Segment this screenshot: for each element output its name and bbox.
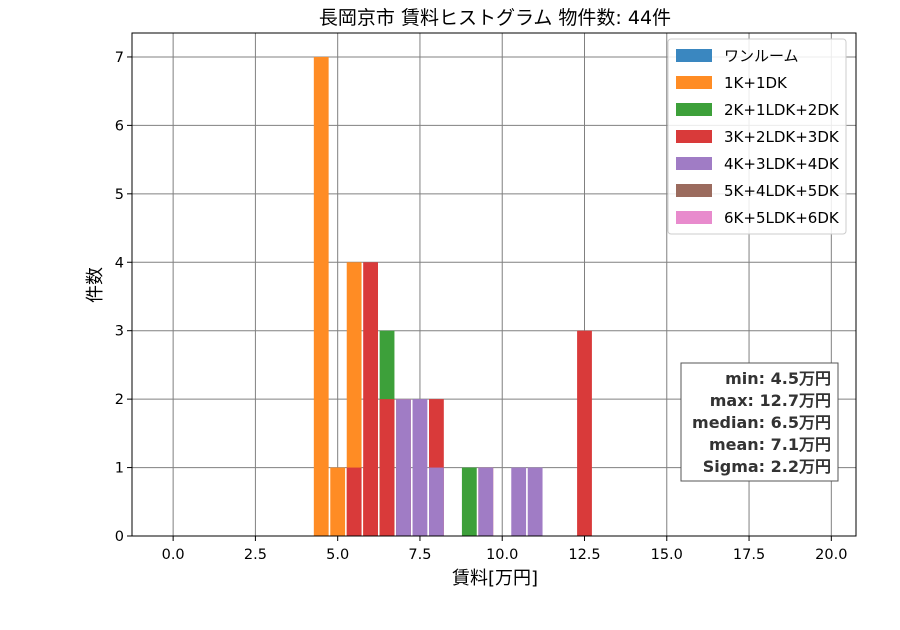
x-tick-label: 17.5 (733, 547, 765, 563)
histogram-bar (313, 56, 329, 536)
y-tick-label: 3 (115, 324, 124, 340)
x-tick-label: 20.0 (815, 547, 847, 563)
histogram-bar (412, 399, 428, 536)
y-tick-label: 0 (115, 529, 124, 545)
stats-line: median: 6.5万円 (692, 413, 831, 432)
legend-swatch (676, 76, 712, 89)
histogram-bar (478, 467, 494, 536)
plot-area: 0.0 2.5 5.0 7.5 10.0 12.5 15.0 17.5 20.0 0 1 2 3 4 5 6 7 (115, 32, 857, 563)
x-tick-label: 0.0 (162, 547, 185, 563)
stats-line: mean: 7.1万円 (709, 435, 831, 454)
x-axis-label: 賃料[万円] (452, 568, 538, 589)
y-axis-label: 件数 (85, 267, 106, 303)
legend-entry: 2K+1LDK+2DK (724, 101, 840, 119)
plot-frame (131, 32, 857, 537)
stats-frame (680, 362, 839, 482)
stats-box: min: 4.5万円 max: 12.7万円 median: 6.5万円 mean: … (680, 362, 839, 482)
y-tick-label: 1 (115, 461, 124, 477)
histogram-bar (396, 399, 411, 536)
x-tick-label: 5.0 (326, 547, 349, 563)
y-tick-label: 2 (115, 392, 124, 408)
legend-entry: ワンルーム (724, 47, 799, 65)
legend-swatch (676, 49, 712, 62)
histogram-bar (330, 467, 346, 536)
histogram-bar (527, 467, 543, 536)
chart-title: 長岡京市 賃料ヒストグラム 物件数: 44件 (319, 7, 671, 29)
y-tick-label: 5 (115, 187, 124, 203)
histogram-bar (461, 467, 477, 536)
x-tick-label: 15.0 (651, 547, 683, 563)
histogram-bar (379, 399, 395, 536)
stats-line: max: 12.7万円 (710, 391, 831, 410)
stats-line: Sigma: 2.2万円 (703, 457, 831, 476)
legend: ワンルーム 1K+1DK 2K+1LDK+2DK 3K+2LDK+3DK 4K+3LDK… (667, 38, 847, 235)
y-tick-label: 7 (115, 50, 124, 66)
histogram-bar (346, 467, 362, 536)
legend-entry: 6K+5LDK+6DK (724, 209, 840, 227)
legend-entry: 4K+3LDK+4DK (724, 155, 840, 173)
histogram-bar (511, 467, 527, 536)
legend-swatch (676, 103, 712, 116)
histogram-bar (577, 330, 592, 536)
histogram-bar (363, 262, 378, 536)
legend-swatch (676, 157, 712, 170)
legend-swatch (676, 130, 712, 143)
legend-frame (667, 38, 847, 235)
legend-swatch (676, 211, 712, 224)
legend-entry: 5K+4LDK+5DK (724, 182, 840, 200)
x-tick-label: 2.5 (244, 547, 267, 563)
stats-line: min: 4.5万円 (725, 369, 831, 388)
legend-entry: 3K+2LDK+3DK (724, 128, 840, 146)
legend-swatch (676, 184, 712, 197)
y-tick-label: 4 (115, 255, 124, 271)
legend-entry: 1K+1DK (724, 74, 788, 92)
histogram-bar (429, 467, 444, 536)
x-tick-label: 10.0 (486, 547, 518, 563)
x-tick-label: 7.5 (408, 547, 431, 563)
x-tick-label: 12.5 (568, 547, 600, 563)
y-tick-label: 6 (115, 118, 124, 134)
